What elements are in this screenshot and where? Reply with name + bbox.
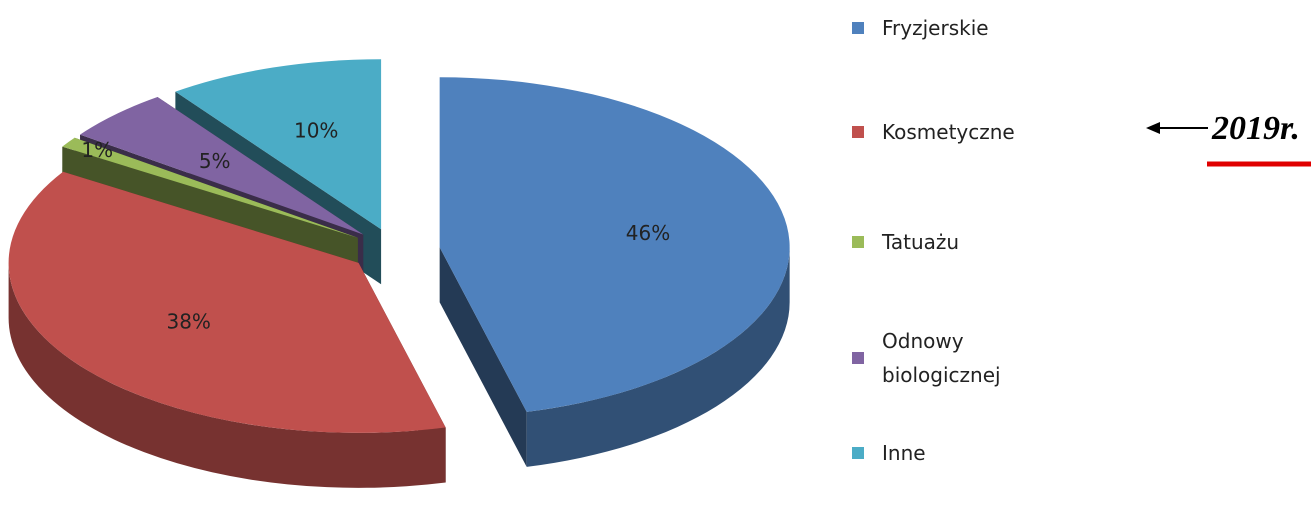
annotation: 2019r. (1212, 110, 1300, 147)
arrow-head (1146, 122, 1160, 134)
legend-swatch (852, 126, 864, 138)
slice (8, 171, 446, 488)
slice-top (62, 137, 358, 238)
legend-item: Kosmetyczne (852, 115, 1032, 149)
slice-top (8, 171, 446, 433)
legend-label: Fryzjerskie (882, 16, 989, 40)
slice (439, 77, 790, 467)
legend-item: Tatuażu (852, 225, 1032, 259)
slice-side (526, 247, 790, 467)
legend-swatch (852, 447, 864, 459)
slice-top (439, 77, 790, 412)
slice-side (8, 262, 446, 488)
data-label: 5% (199, 149, 231, 173)
legend-swatch (852, 236, 864, 248)
legend-label: Tatuażu (882, 230, 960, 254)
legend-swatch (852, 22, 864, 34)
slice-wall (439, 247, 527, 467)
data-label: 38% (166, 309, 210, 333)
legend-item: Odnowy biologicznej (852, 324, 1032, 392)
legend-item: Fryzjerskie (852, 11, 1032, 45)
slice-top (80, 97, 364, 235)
data-label: 10% (294, 119, 338, 143)
legend-label: Inne (882, 441, 926, 465)
slice-top (175, 59, 382, 230)
data-label: 1% (81, 138, 113, 162)
legend-label: Kosmetyczne (882, 120, 1015, 144)
legend-swatch (852, 352, 864, 364)
legend-item: Inne (852, 436, 1032, 470)
data-label: 46% (626, 221, 670, 245)
legend-label: Odnowy biologicznej (882, 329, 1001, 387)
